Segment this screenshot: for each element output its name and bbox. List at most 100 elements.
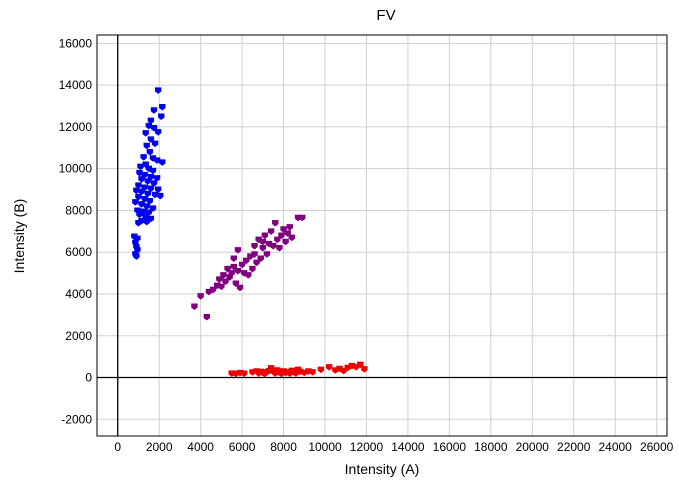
data-point — [158, 113, 165, 120]
data-point — [136, 169, 143, 177]
data-point — [150, 180, 158, 187]
data-point — [159, 159, 166, 166]
data-point — [146, 148, 154, 156]
data-point — [145, 122, 153, 130]
data-point — [234, 268, 242, 275]
data-point — [151, 140, 159, 148]
data-point — [263, 251, 271, 258]
x-tick-label: 4000 — [187, 440, 214, 454]
data-point — [240, 370, 248, 378]
y-tick-label: 0 — [85, 371, 92, 385]
data-point — [251, 242, 258, 250]
x-tick-label: 18000 — [474, 440, 508, 454]
data-point — [147, 117, 155, 125]
x-tick-label: 0 — [114, 440, 121, 454]
y-axis-label: Intensity (B) — [11, 199, 27, 274]
data-point — [150, 107, 158, 114]
data-point — [245, 272, 252, 279]
data-point — [216, 276, 223, 283]
data-point — [276, 245, 283, 252]
data-point — [154, 87, 162, 94]
data-point — [136, 211, 143, 219]
chart-title: FV — [376, 7, 395, 24]
y-tick-label: 6000 — [65, 245, 92, 259]
grid-lines — [97, 35, 667, 436]
data-point — [299, 214, 306, 222]
x-tick-label: 2000 — [146, 440, 173, 454]
data-point — [259, 238, 267, 246]
data-point — [340, 367, 347, 375]
data-point — [325, 364, 333, 371]
y-tick-label: -2000 — [61, 412, 92, 426]
data-point — [282, 238, 289, 246]
data-point — [309, 369, 316, 376]
x-tick-labels: 0 2000 4000 6000 8000 10000 12000 14000 16000 180… — [114, 440, 673, 454]
data-point — [230, 255, 237, 262]
data-point — [191, 303, 198, 311]
y-tick-label: 8000 — [65, 203, 92, 217]
data-point — [259, 245, 267, 252]
data-point — [142, 130, 149, 137]
data-point — [135, 182, 142, 189]
data-point — [197, 293, 204, 300]
data-point — [151, 191, 159, 199]
data-point — [203, 313, 211, 321]
data-point — [157, 192, 164, 200]
data-point — [257, 255, 264, 262]
data-point — [209, 286, 217, 294]
data-points — [131, 87, 368, 378]
data-point — [143, 142, 150, 150]
x-tick-label: 22000 — [557, 440, 591, 454]
data-point — [135, 193, 142, 201]
data-point — [251, 251, 258, 258]
plot-frame — [96, 34, 668, 437]
x-tick-label: 8000 — [270, 440, 297, 454]
data-point — [138, 176, 145, 183]
y-tick-label: 10000 — [59, 162, 93, 176]
data-point — [218, 283, 225, 291]
data-point — [154, 129, 162, 136]
data-point — [288, 234, 296, 242]
data-point — [133, 187, 140, 195]
series-2 — [191, 214, 306, 321]
y-tick-label: 14000 — [59, 78, 93, 92]
data-point — [267, 228, 275, 235]
data-point — [220, 272, 227, 279]
data-point — [153, 157, 161, 164]
data-point — [135, 219, 142, 227]
data-point — [147, 185, 155, 193]
data-point — [274, 236, 281, 244]
data-point — [238, 261, 246, 269]
data-point — [361, 366, 368, 373]
data-point — [143, 203, 150, 210]
data-point — [243, 257, 250, 265]
y-tick-label: 12000 — [59, 120, 93, 134]
data-point — [261, 232, 269, 239]
data-point — [272, 219, 279, 227]
x-tick-label: 10000 — [308, 440, 342, 454]
data-point — [133, 253, 140, 260]
x-tick-label: 20000 — [516, 440, 550, 454]
data-point — [141, 195, 148, 203]
data-point — [236, 284, 244, 292]
data-point — [149, 167, 157, 175]
data-point — [222, 278, 229, 285]
x-tick-label: 12000 — [350, 440, 384, 454]
data-point — [159, 104, 166, 111]
data-point — [138, 201, 145, 208]
data-point — [143, 218, 150, 226]
data-point — [269, 242, 277, 250]
data-point — [234, 247, 242, 254]
series-3 — [228, 361, 368, 378]
x-tick-label: 14000 — [391, 440, 425, 454]
x-axis-label: Intensity (A) — [345, 461, 420, 477]
data-point — [132, 199, 139, 206]
data-point — [137, 163, 144, 171]
x-tick-label: 24000 — [598, 440, 632, 454]
data-point — [286, 224, 293, 231]
zero-axis-lines — [97, 35, 667, 436]
y-tick-labels: -2000 0 2000 4000 6000 8000 10000 12000 14000 160… — [59, 36, 93, 426]
data-point — [253, 259, 260, 267]
data-point — [249, 265, 256, 273]
